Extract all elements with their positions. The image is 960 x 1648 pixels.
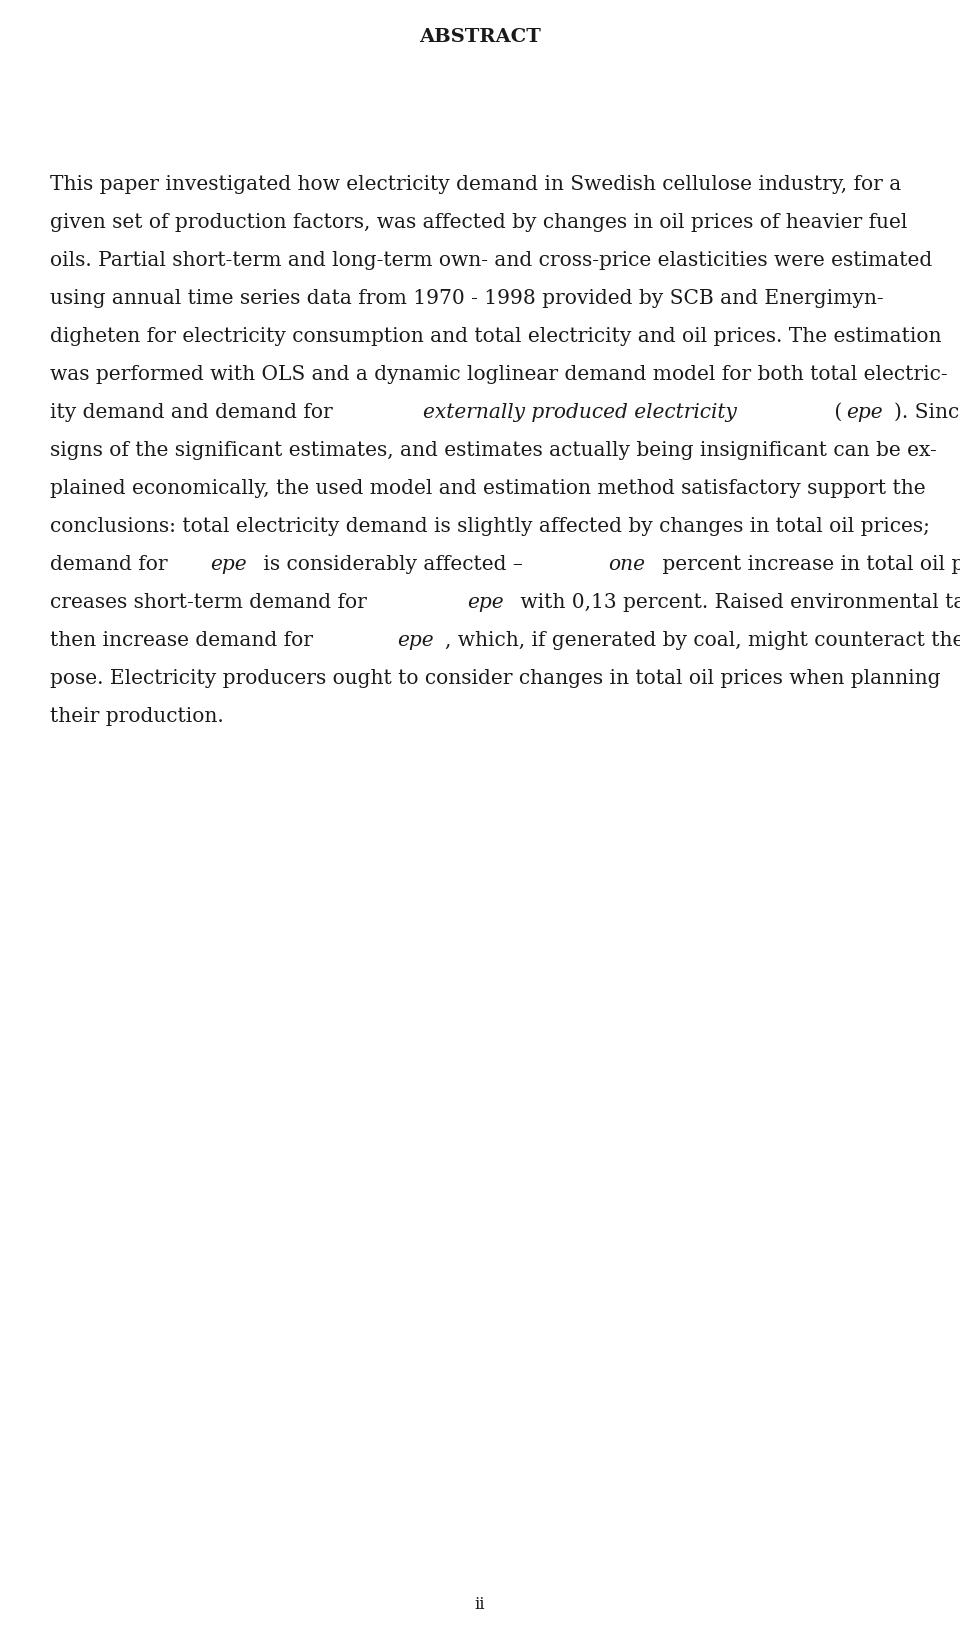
Text: ity demand and demand for: ity demand and demand for xyxy=(50,404,339,422)
Text: is considerably affected –: is considerably affected – xyxy=(257,555,530,574)
Text: then increase demand for: then increase demand for xyxy=(50,631,320,649)
Text: epe: epe xyxy=(210,555,247,574)
Text: This paper investigated how electricity demand in Swedish cellulose industry, fo: This paper investigated how electricity … xyxy=(50,175,901,194)
Text: signs of the significant estimates, and estimates actually being insignificant c: signs of the significant estimates, and … xyxy=(50,442,937,460)
Text: ii: ii xyxy=(475,1595,485,1613)
Text: percent increase in total oil price, in-: percent increase in total oil price, in- xyxy=(657,555,960,574)
Text: ABSTRACT: ABSTRACT xyxy=(420,28,540,46)
Text: ). Since most values and: ). Since most values and xyxy=(894,404,960,422)
Text: , which, if generated by coal, might counteract the tax pur-: , which, if generated by coal, might cou… xyxy=(444,631,960,649)
Text: one: one xyxy=(609,555,645,574)
Text: using annual time series data from 1970 - 1998 provided by SCB and Energimyn-: using annual time series data from 1970 … xyxy=(50,288,883,308)
Text: epe: epe xyxy=(468,593,504,611)
Text: conclusions: total electricity demand is slightly affected by changes in total o: conclusions: total electricity demand is… xyxy=(50,517,930,536)
Text: epe: epe xyxy=(397,631,434,649)
Text: their production.: their production. xyxy=(50,707,224,727)
Text: with 0,13 percent. Raised environmental taxes will: with 0,13 percent. Raised environmental … xyxy=(515,593,960,611)
Text: digheten for electricity consumption and total electricity and oil prices. The e: digheten for electricity consumption and… xyxy=(50,326,942,346)
Text: plained economically, the used model and estimation method satisfactory support : plained economically, the used model and… xyxy=(50,480,925,498)
Text: was performed with OLS and a dynamic loglinear demand model for both total elect: was performed with OLS and a dynamic log… xyxy=(50,364,948,384)
Text: given set of production factors, was affected by changes in oil prices of heavie: given set of production factors, was aff… xyxy=(50,213,907,232)
Text: externally produced electricity: externally produced electricity xyxy=(423,404,737,422)
Text: demand for: demand for xyxy=(50,555,174,574)
Text: (: ( xyxy=(828,404,842,422)
Text: pose. Electricity producers ought to consider changes in total oil prices when p: pose. Electricity producers ought to con… xyxy=(50,669,941,687)
Text: epe: epe xyxy=(847,404,883,422)
Text: creases short-term demand for: creases short-term demand for xyxy=(50,593,373,611)
Text: oils. Partial short-term and long-term own- and cross-price elasticities were es: oils. Partial short-term and long-term o… xyxy=(50,250,932,270)
